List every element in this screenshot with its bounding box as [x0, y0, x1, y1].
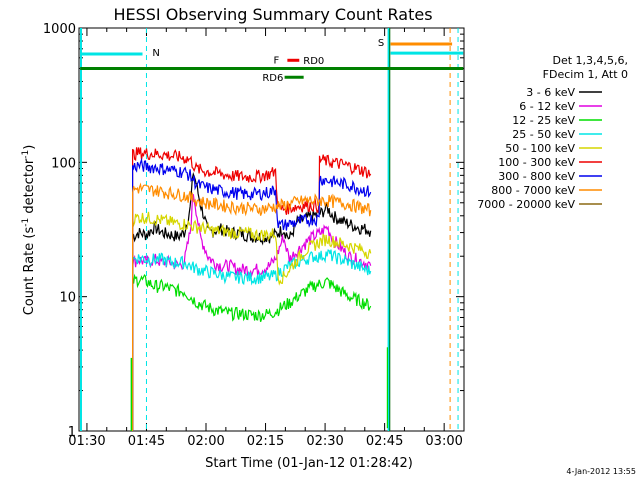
legend-label: 100 - 300 keV — [498, 156, 575, 169]
legend-label: 7000 - 20000 keV — [477, 198, 575, 211]
y-tick-label: 1 — [68, 425, 76, 440]
legend-label: 6 - 12 keV — [519, 100, 575, 113]
legend-header: Det 1,3,4,5,6, — [552, 54, 628, 67]
chart-title: HESSI Observing Summary Count Rates — [113, 5, 432, 24]
legend-label: 12 - 25 keV — [512, 114, 575, 127]
saa-label: S — [378, 38, 384, 49]
x-tick-label: 01:30 — [68, 434, 105, 449]
mode-annotations: N S F RD0 RD6 — [79, 28, 464, 431]
y-axis-label: Count Rate (s-1 detector-1) — [21, 145, 37, 316]
plot-frame — [78, 27, 465, 432]
legend: Det 1,3,4,5,6, FDecim 1, Att 0 3 - 6 keV… — [477, 54, 628, 211]
y-axis-ticks: 1 10 100 1000 — [43, 22, 464, 440]
flare-label: F — [273, 55, 279, 66]
x-tick-label: 02:15 — [247, 434, 284, 449]
legend-label: 3 - 6 keV — [526, 86, 575, 99]
x-tick-label: 02:00 — [187, 434, 224, 449]
y-label-part: Count Rate (s — [22, 227, 37, 316]
y-tick-label: 1000 — [43, 22, 76, 37]
series-line — [132, 182, 372, 431]
series-line — [132, 147, 372, 431]
y-label-part: ) — [22, 145, 37, 150]
y-label-part: detector — [22, 158, 37, 218]
y-tick-label: 100 — [51, 156, 76, 171]
series-line — [132, 273, 372, 431]
series-line — [132, 172, 372, 431]
series-line — [132, 157, 372, 431]
x-tick-label: 02:30 — [306, 434, 343, 449]
series-line — [132, 211, 372, 431]
legend-label: 800 - 7000 keV — [491, 184, 575, 197]
night-label: N — [152, 48, 159, 59]
legend-header: FDecim 1, Att 0 — [543, 68, 628, 81]
series-line — [132, 249, 372, 431]
footer-date: 4-Jan-2012 13:55 — [566, 467, 636, 476]
x-axis-ticks: 01:30 01:45 02:00 02:15 02:30 02:45 03:00 — [68, 28, 465, 449]
legend-label: 25 - 50 keV — [512, 128, 575, 141]
x-tick-label: 02:45 — [366, 434, 403, 449]
y-tick-label: 10 — [59, 291, 76, 306]
series-layer — [130, 147, 388, 431]
rd6-label: RD6 — [262, 73, 283, 84]
x-tick-label: 01:45 — [128, 434, 165, 449]
x-axis-label: Start Time (01-Jan-12 01:28:42) — [205, 456, 413, 471]
y-label-sup: -1 — [21, 218, 31, 227]
x-tick-label: 03:00 — [425, 434, 462, 449]
y-label-sup: -1 — [21, 150, 31, 159]
rd0-label: RD0 — [303, 56, 324, 67]
legend-label: 300 - 800 keV — [498, 170, 575, 183]
legend-label: 50 - 100 keV — [505, 142, 575, 155]
